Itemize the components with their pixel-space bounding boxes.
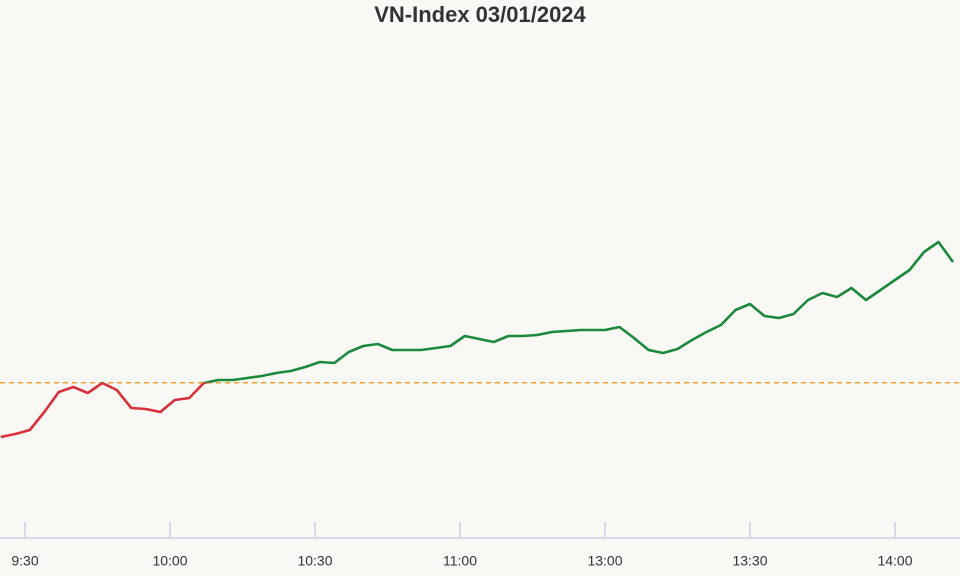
line-down xyxy=(0,382,212,439)
x-tick-label: 10:00 xyxy=(152,553,187,569)
x-tick-label: 13:00 xyxy=(587,553,622,569)
line-up xyxy=(100,240,955,383)
x-tick-label: 13:30 xyxy=(732,553,767,569)
x-tick-label: 14:00 xyxy=(877,553,912,569)
x-tick-label: 10:30 xyxy=(297,553,332,569)
x-tick-label: 11:00 xyxy=(443,553,477,569)
x-tick-label: 9:30 xyxy=(11,553,38,569)
chart-title: VN-Index 03/01/2024 xyxy=(374,2,586,27)
